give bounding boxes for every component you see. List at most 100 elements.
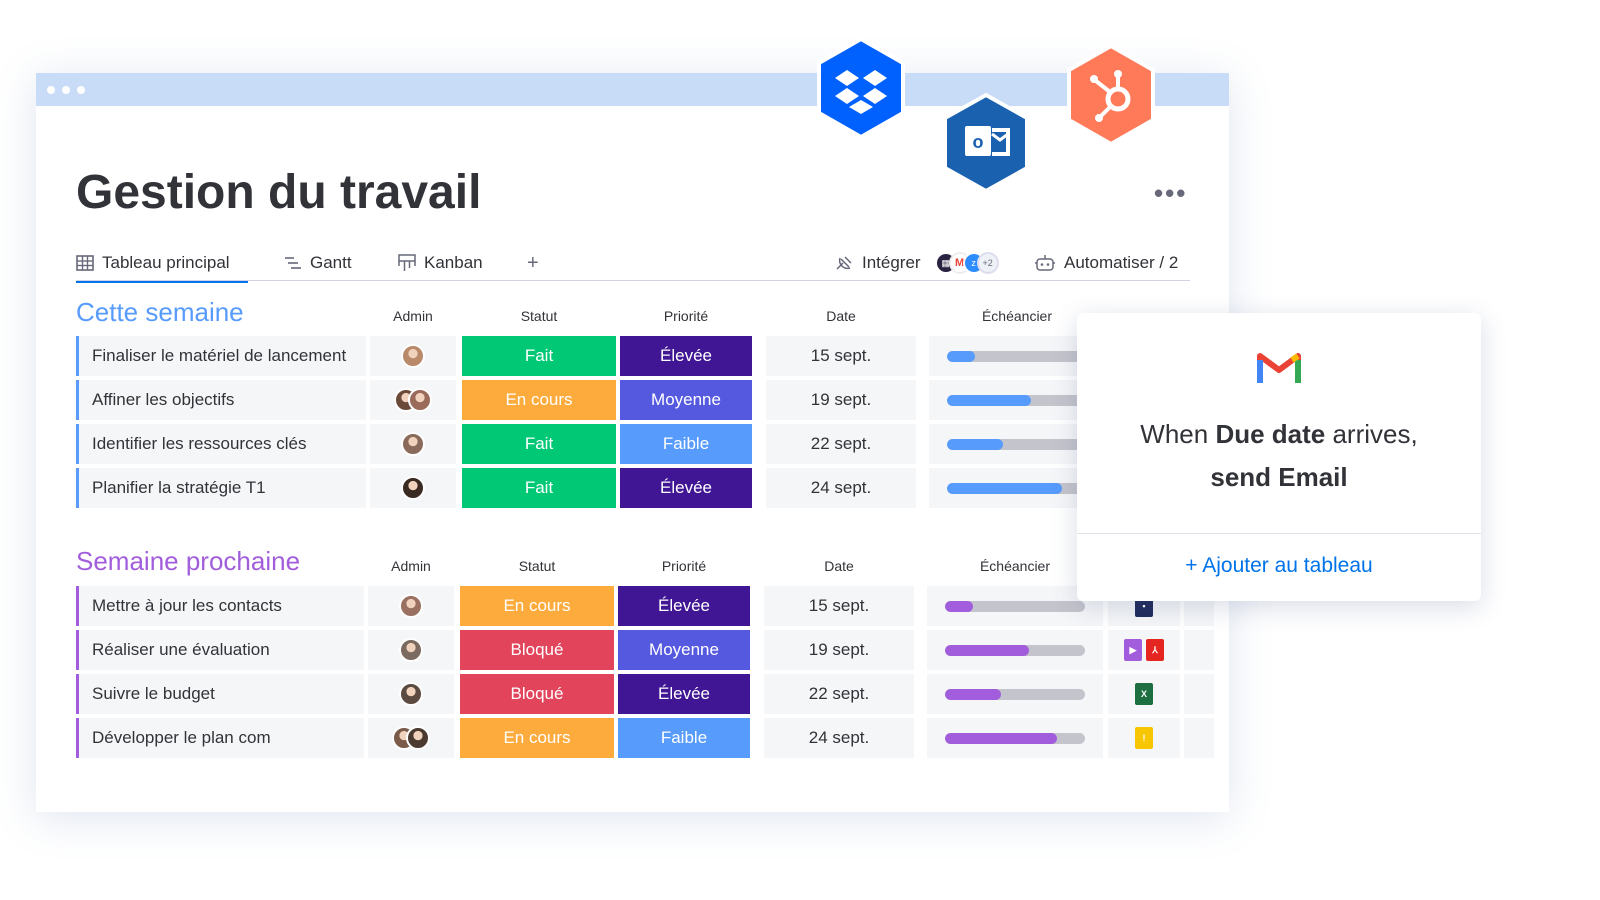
- item-name: Suivre le budget: [92, 684, 215, 703]
- item-name-cell[interactable]: Planifier la stratégie T1: [76, 468, 366, 508]
- add-to-board-button[interactable]: + Ajouter au tableau: [1185, 554, 1373, 577]
- more-options-icon[interactable]: •••: [1154, 178, 1188, 208]
- avatar[interactable]: [408, 388, 432, 412]
- recipe-text: arrives,: [1325, 419, 1418, 449]
- file-icon[interactable]: ▶: [1124, 639, 1142, 661]
- robot-icon: [1035, 255, 1055, 271]
- outlook-icon[interactable]: o: [940, 92, 1032, 194]
- status-cell[interactable]: Bloqué: [460, 674, 614, 714]
- priority-cell[interactable]: Moyenne: [618, 630, 750, 670]
- priority-cell[interactable]: Élevée: [618, 586, 750, 626]
- view-tabs: Tableau principal Gantt Kanban + Intégre…: [76, 245, 1190, 283]
- group-title-cette-semaine[interactable]: Cette semaine: [76, 297, 244, 327]
- files-cell[interactable]: ▶ ⅄: [1108, 630, 1180, 670]
- tab-label: Gantt: [310, 253, 352, 272]
- item-name-cell[interactable]: Réaliser une évaluation: [76, 630, 364, 670]
- svg-text:o: o: [973, 132, 984, 152]
- status-cell[interactable]: En cours: [462, 380, 616, 420]
- automate-label: Automatiser / 2: [1064, 253, 1179, 272]
- item-name-cell[interactable]: Affiner les objectifs: [76, 380, 366, 420]
- priority-cell[interactable]: Faible: [618, 718, 750, 758]
- timeline-cell[interactable]: [929, 336, 1105, 376]
- hubspot-icon[interactable]: [1064, 43, 1158, 147]
- admin-cell[interactable]: [368, 586, 454, 626]
- files-cell[interactable]: X: [1108, 674, 1180, 714]
- avatar[interactable]: [401, 344, 425, 368]
- timeline-cell[interactable]: [929, 424, 1105, 464]
- file-icon[interactable]: !: [1135, 727, 1153, 749]
- date-cell[interactable]: 15 sept.: [764, 586, 914, 626]
- admin-cell[interactable]: [370, 336, 456, 376]
- item-name: Réaliser une évaluation: [92, 640, 270, 659]
- timeline-cell[interactable]: [927, 718, 1103, 758]
- plus-icon: +: [527, 251, 539, 274]
- recipe-trigger[interactable]: Due date: [1215, 419, 1326, 449]
- admin-cell[interactable]: [370, 468, 456, 508]
- item-name-cell[interactable]: Identifier les ressources clés: [76, 424, 366, 464]
- item-name-cell[interactable]: Suivre le budget: [76, 674, 364, 714]
- admin-cell[interactable]: [368, 718, 454, 758]
- admin-cell[interactable]: [368, 630, 454, 670]
- avatar[interactable]: [399, 638, 423, 662]
- item-name-cell[interactable]: Mettre à jour les contacts: [76, 586, 364, 626]
- integrate-button[interactable]: Intégrer ▦ M z +2: [834, 249, 999, 277]
- files-cell[interactable]: !: [1108, 718, 1180, 758]
- date-cell[interactable]: 19 sept.: [764, 630, 914, 670]
- status-cell[interactable]: Bloqué: [460, 630, 614, 670]
- automate-button[interactable]: Automatiser / 2: [1034, 249, 1178, 277]
- priority-cell[interactable]: Élevée: [618, 674, 750, 714]
- avatar[interactable]: [401, 476, 425, 500]
- date-cell[interactable]: 22 sept.: [764, 674, 914, 714]
- status-cell[interactable]: Fait: [462, 336, 616, 376]
- column-header-timeline: Échéancier: [981, 308, 1053, 324]
- priority-cell[interactable]: Faible: [620, 424, 752, 464]
- status-cell[interactable]: En cours: [460, 718, 614, 758]
- timeline-cell[interactable]: [927, 674, 1103, 714]
- integration-avatars: ▦ M z +2: [934, 252, 999, 274]
- tab-gantt[interactable]: Gantt: [284, 249, 352, 277]
- timeline-cell[interactable]: [929, 468, 1105, 508]
- status-cell[interactable]: Fait: [462, 468, 616, 508]
- dropbox-icon[interactable]: [814, 36, 908, 140]
- tab-kanban[interactable]: Kanban: [398, 249, 483, 277]
- column-header-admin: Admin: [391, 558, 431, 574]
- extra-cell: [1184, 718, 1214, 758]
- add-view-button[interactable]: +: [527, 249, 539, 277]
- date-cell[interactable]: 24 sept.: [766, 468, 916, 508]
- date-cell[interactable]: 22 sept.: [766, 424, 916, 464]
- priority-cell[interactable]: Moyenne: [620, 380, 752, 420]
- file-icon[interactable]: X: [1135, 683, 1153, 705]
- status-cell[interactable]: En cours: [460, 586, 614, 626]
- priority-cell[interactable]: Élevée: [620, 468, 752, 508]
- avatar[interactable]: [399, 594, 423, 618]
- status-cell[interactable]: Fait: [462, 424, 616, 464]
- timeline-cell[interactable]: [927, 630, 1103, 670]
- admin-cell[interactable]: [370, 424, 456, 464]
- item-name-cell[interactable]: Finaliser le matériel de lancement: [76, 336, 366, 376]
- file-icon[interactable]: ⅄: [1146, 639, 1164, 661]
- timeline-progress: [947, 350, 975, 362]
- window-titlebar: [36, 73, 1229, 106]
- column-header-timeline: Échéancier: [979, 558, 1051, 574]
- avatar[interactable]: [399, 682, 423, 706]
- column-header-priority: Priorité: [661, 558, 707, 574]
- tab-tableau-principal[interactable]: Tableau principal: [76, 249, 248, 283]
- window-dot: [47, 86, 55, 94]
- date-cell[interactable]: 15 sept.: [766, 336, 916, 376]
- group-title-semaine-prochaine[interactable]: Semaine prochaine: [76, 546, 301, 576]
- gmail-icon: [1257, 353, 1301, 383]
- date-cell[interactable]: 24 sept.: [764, 718, 914, 758]
- timeline-bar: [947, 350, 1087, 362]
- admin-cell[interactable]: [368, 674, 454, 714]
- window-dot: [77, 86, 85, 94]
- priority-cell[interactable]: Élevée: [620, 336, 752, 376]
- timeline-cell[interactable]: [927, 586, 1103, 626]
- item-name-cell[interactable]: Développer le plan com: [76, 718, 364, 758]
- date-cell[interactable]: 19 sept.: [766, 380, 916, 420]
- automation-recipe-line2[interactable]: send Email: [1210, 462, 1348, 492]
- timeline-cell[interactable]: [929, 380, 1105, 420]
- avatar[interactable]: [401, 432, 425, 456]
- item-name: Développer le plan com: [92, 728, 271, 747]
- avatar[interactable]: [406, 726, 430, 750]
- admin-cell[interactable]: [370, 380, 456, 420]
